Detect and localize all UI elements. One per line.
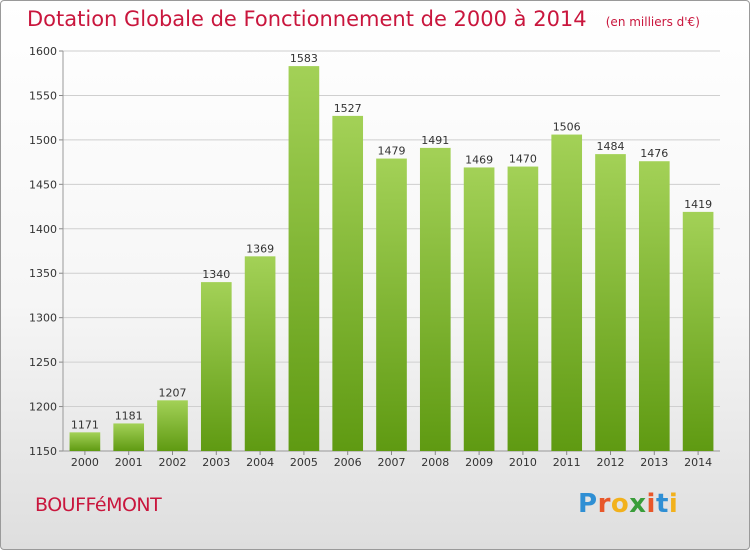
data-label: 1369 xyxy=(246,242,274,255)
bar xyxy=(595,154,626,451)
title-row: Dotation Globale de Fonctionnement de 20… xyxy=(27,7,700,31)
bar xyxy=(463,167,495,451)
data-label: 1470 xyxy=(509,153,537,166)
y-tick-label: 1500 xyxy=(29,134,57,147)
x-tick-label: 2009 xyxy=(465,456,493,469)
bar xyxy=(69,432,101,451)
y-tick-label: 1300 xyxy=(29,312,57,325)
y-tick-label: 1350 xyxy=(29,267,57,280)
data-label: 1491 xyxy=(421,134,449,147)
y-tick-labels: 1150 1200 1250 1300 1350 1400 1450 1500 1550 1600 xyxy=(29,45,57,458)
data-label: 1181 xyxy=(115,409,143,422)
x-tick-label: 2004 xyxy=(246,456,274,469)
y-tick-label: 1400 xyxy=(29,223,57,236)
data-label: 1419 xyxy=(684,198,712,211)
x-tick-label: 2006 xyxy=(334,456,362,469)
x-tick-label: 2000 xyxy=(71,456,99,469)
x-tick-label: 2001 xyxy=(115,456,143,469)
data-label: 1527 xyxy=(334,102,362,115)
x-tick-label: 2010 xyxy=(509,456,537,469)
x-tick-label: 2014 xyxy=(684,456,712,469)
bar xyxy=(682,211,714,451)
data-labels: 1171 1181 1207 1340 1369 1583 1527 1479 1491 1469… xyxy=(71,52,712,431)
bar xyxy=(288,66,320,451)
y-tick-label: 1150 xyxy=(29,445,57,458)
x-tick-label: 2011 xyxy=(553,456,581,469)
y-tick-label: 1250 xyxy=(29,356,57,369)
unit-note: (en milliers d'€) xyxy=(605,15,700,29)
bar xyxy=(376,158,407,452)
data-label: 1484 xyxy=(597,140,625,153)
x-tick-label: 2013 xyxy=(640,456,668,469)
bar xyxy=(157,400,188,451)
y-tick-label: 1550 xyxy=(29,89,57,102)
data-label: 1506 xyxy=(553,121,581,134)
x-tick-label: 2007 xyxy=(378,456,406,469)
bar xyxy=(332,115,364,451)
data-label: 1171 xyxy=(71,418,99,431)
x-tick-label: 2003 xyxy=(202,456,230,469)
x-tick-label: 2005 xyxy=(290,456,318,469)
x-tick-label: 2008 xyxy=(421,456,449,469)
y-tick-label: 1450 xyxy=(29,178,57,191)
commune-name: BOUFFéMONT xyxy=(35,494,162,516)
data-label: 1469 xyxy=(465,153,493,166)
x-tick-label: 2002 xyxy=(159,456,187,469)
bar xyxy=(419,147,451,451)
proxiti-logo: Proxiti xyxy=(578,489,679,519)
x-tick-label: 2012 xyxy=(597,456,625,469)
data-label: 1340 xyxy=(202,268,230,281)
bars xyxy=(69,66,714,452)
data-label: 1476 xyxy=(640,147,668,160)
bar xyxy=(200,282,232,451)
bar xyxy=(638,161,670,451)
y-tick-label: 1600 xyxy=(29,45,57,58)
data-label: 1583 xyxy=(290,52,318,65)
bar xyxy=(507,166,539,452)
x-tick-labels: 2000 2001 2002 2003 2004 2005 2006 2007 2008 2009… xyxy=(71,456,712,469)
data-label: 1207 xyxy=(159,386,187,399)
bar xyxy=(244,256,276,451)
bar xyxy=(113,423,145,451)
y-tick-label: 1200 xyxy=(29,401,57,414)
data-label: 1479 xyxy=(378,145,406,158)
bar xyxy=(551,134,583,452)
chart-title: Dotation Globale de Fonctionnement de 20… xyxy=(27,7,587,31)
